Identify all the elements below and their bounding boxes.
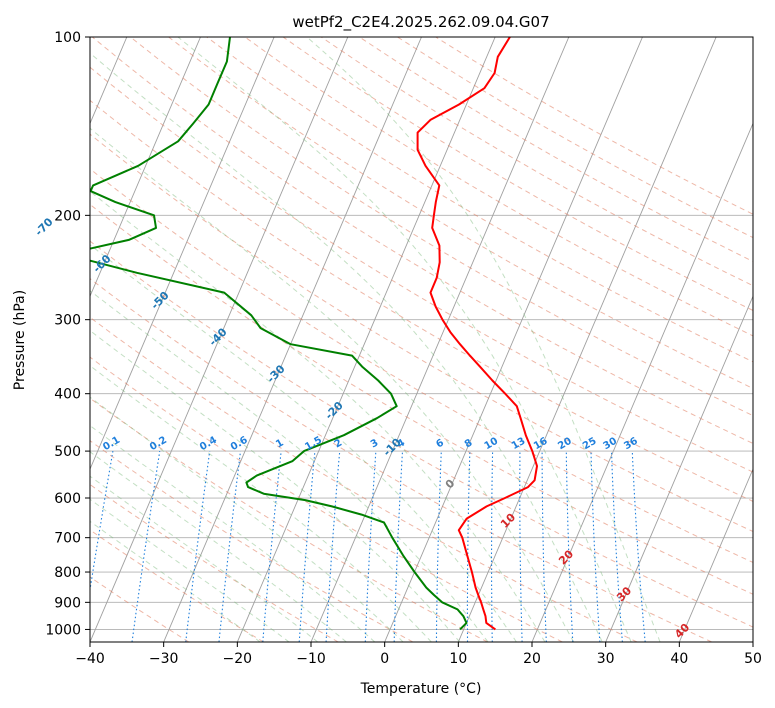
dry-adiabat-line <box>90 133 753 533</box>
dry-adiabat-line <box>90 168 753 563</box>
dry-adiabat-line <box>90 66 753 473</box>
moist-adiabat-line <box>90 365 432 642</box>
moist-adiabat-line <box>90 475 319 642</box>
mixing-ratio-label: 3 <box>369 437 381 450</box>
moist-adiabat-line <box>90 244 517 642</box>
isotherm-line <box>605 295 753 642</box>
x-tick-label: 50 <box>744 651 762 667</box>
x-tick-label: 10 <box>449 651 467 667</box>
mixing-ratio-label: 2 <box>333 437 345 450</box>
mixing-ratio-line <box>218 451 242 642</box>
isotherm-line <box>531 122 753 642</box>
y-tick-label: 800 <box>54 565 81 581</box>
mixing-ratio-line <box>131 451 161 642</box>
x-tick-label: −10 <box>296 651 326 667</box>
x-tick-label: −40 <box>75 651 105 667</box>
moist-adiabat-line <box>177 37 632 642</box>
isotherm-line <box>90 37 275 471</box>
moist-adiabat-line <box>306 37 661 642</box>
dry-adiabat-line <box>130 37 753 417</box>
x-tick-label: 20 <box>523 651 541 667</box>
mixing-ratio-line <box>185 451 211 642</box>
moist-adiabat-line <box>90 451 347 642</box>
dry-adiabat-line <box>90 440 414 642</box>
dry-adiabat-line <box>90 203 753 595</box>
plot-background-lines <box>90 37 753 642</box>
mixing-ratio-label: 6 <box>434 437 446 450</box>
y-tick-label: 100 <box>54 30 81 46</box>
y-tick-label: 400 <box>54 387 81 403</box>
y-axis: 100 200 300 400 500 600 700 800 900 1000 <box>45 30 90 638</box>
mixing-ratio-line <box>90 451 114 594</box>
y-tick-label: 300 <box>54 313 81 329</box>
x-tick-label: 0 <box>380 651 389 667</box>
x-tick-label: 30 <box>597 651 615 667</box>
dry-adiabat-line <box>90 240 753 628</box>
y-tick-label: 900 <box>54 595 81 611</box>
x-tick-label: −30 <box>149 651 179 667</box>
temperature-profile-line <box>416 37 538 631</box>
moist-adiabat-line <box>90 396 404 642</box>
moist-adiabat-line <box>90 520 261 642</box>
isotherm-line <box>236 37 496 642</box>
y-tick-label: 700 <box>54 531 81 547</box>
y-tick-label: 500 <box>54 444 81 460</box>
x-axis: −40 −30 −20 −10 0 10 20 30 40 50 <box>75 642 762 667</box>
y-axis-label: Pressure (hPa) <box>12 290 28 390</box>
x-axis-label: Temperature (°C) <box>360 681 482 697</box>
dry-adiabat-line <box>206 37 753 363</box>
dry-adiabat-line <box>282 37 753 312</box>
moist-adiabat-line <box>90 290 489 642</box>
dewpoint-profile-line <box>90 37 468 631</box>
isotherm-line <box>90 37 201 298</box>
plot-series <box>90 37 538 631</box>
moist-adiabat-line <box>90 52 603 642</box>
mixing-ratio-label: 1 <box>274 437 286 450</box>
isotherm-line <box>90 37 349 642</box>
plot-frame <box>89 36 754 643</box>
dry-adiabat-line <box>90 397 488 642</box>
mixing-ratio-line <box>631 451 646 642</box>
moist-adiabat-line <box>90 424 376 642</box>
moist-adiabat-line <box>90 190 546 642</box>
dry-adiabat-line <box>90 483 339 642</box>
isotherm-line <box>457 37 717 642</box>
mixing-ratio-label: 4 <box>395 437 407 450</box>
y-tick-label: 200 <box>54 208 81 224</box>
mixing-ratio-line <box>298 451 316 642</box>
isotherm-line <box>384 37 643 642</box>
y-tick-label: 1000 <box>45 622 81 638</box>
y-tick-label: 600 <box>54 491 81 507</box>
moist-adiabat-line <box>90 329 461 642</box>
moist-adiabat-line <box>90 127 575 642</box>
isotherm-line <box>678 467 753 642</box>
x-tick-label: −20 <box>223 651 253 667</box>
mixing-ratio-line <box>262 451 282 642</box>
mixing-ratio-label: 8 <box>463 437 475 450</box>
isotherm-line <box>163 37 422 642</box>
x-tick-label: 40 <box>670 651 688 667</box>
chart-title: wetPf2_C2E4.2025.262.09.04.G07 <box>292 13 549 32</box>
